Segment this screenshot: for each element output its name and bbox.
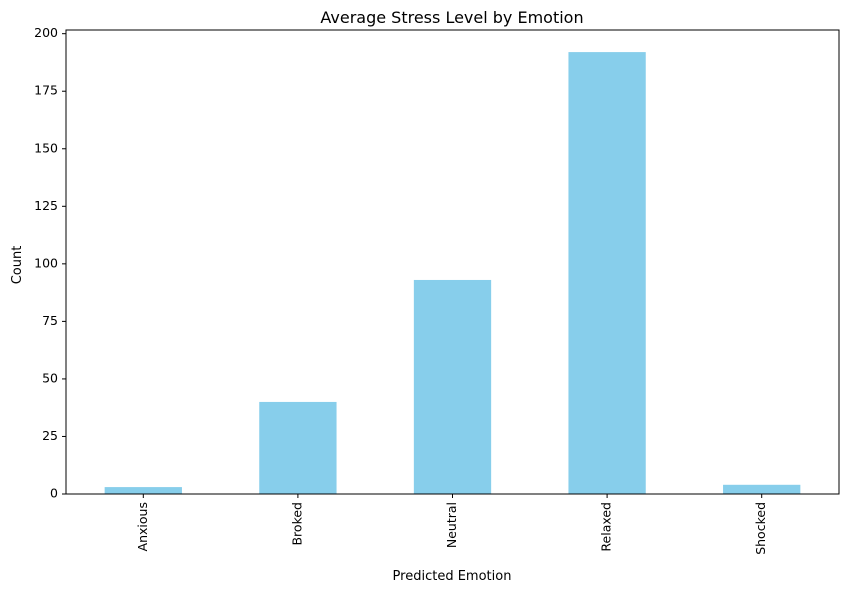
y-tick-label: 150	[34, 140, 58, 155]
x-axis-label: Predicted Emotion	[393, 569, 512, 584]
y-axis-label: Count	[10, 246, 25, 285]
y-tick-label: 125	[34, 198, 58, 213]
bar-neutral	[413, 279, 492, 494]
x-tick-label: Relaxed	[599, 502, 614, 552]
y-tick-label: 25	[42, 428, 58, 443]
x-tick-label: Broked	[289, 502, 304, 546]
y-tick-label: 0	[50, 486, 58, 501]
y-tick-label: 175	[34, 83, 58, 98]
bar-broked	[259, 401, 337, 494]
chart-title: Average Stress Level by Emotion	[320, 8, 583, 27]
y-tick-label: 50	[42, 370, 58, 385]
bar-relaxed	[568, 52, 646, 494]
x-axis: Anxious Broked Neutral Relaxed Shocked	[135, 494, 768, 555]
y-tick-label: 75	[42, 313, 58, 328]
y-tick-label: 100	[34, 255, 58, 270]
x-tick-label: Shocked	[753, 502, 768, 555]
y-axis: 0 25 50 75 100 125 150 175 200	[34, 25, 66, 501]
y-tick-label: 200	[34, 25, 58, 40]
x-tick-label: Neutral	[444, 502, 459, 548]
bar-shocked	[723, 484, 801, 494]
bar-anxious	[104, 487, 182, 494]
x-tick-label: Anxious	[135, 502, 150, 551]
plot-area	[65, 29, 840, 495]
